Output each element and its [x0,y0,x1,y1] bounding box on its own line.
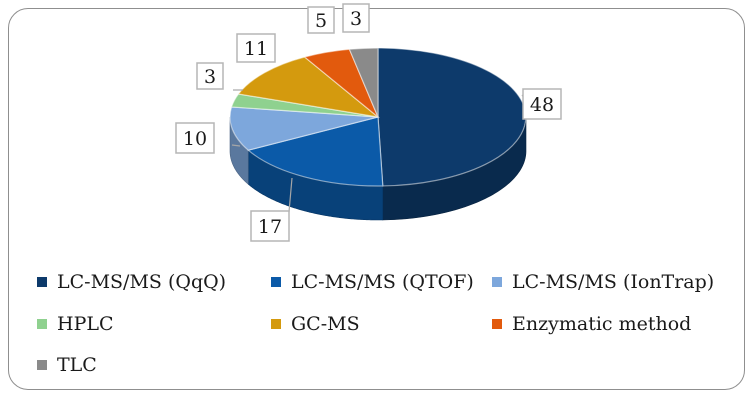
pie-slice-5 [237,56,381,118]
data-labels: 48 17 10 3 11 5 3 [175,3,562,242]
data-label-7: 3 [350,8,362,30]
data-label-box-2 [250,210,290,242]
data-label-2: 17 [258,216,282,238]
data-label-3: 10 [183,128,207,150]
data-label-5: 11 [244,38,268,60]
pie-slice-2 [246,116,384,187]
legend-swatch-6 [492,319,502,329]
data-label-box-1 [522,88,562,120]
data-label-box-7 [342,3,370,33]
pie-tops [229,47,527,187]
data-label-box-3 [175,122,215,154]
legend-label-2: LC-MS/MS (QTOF) [291,271,474,293]
legend-label-3: LC-MS/MS (IonTrap) [512,271,714,293]
legend-swatch-4 [37,319,47,329]
data-label-4: 3 [204,66,216,88]
legend-swatch-2 [271,277,281,287]
legend-label-6: Enzymatic method [512,313,691,335]
legend-swatch-5 [271,319,281,329]
legend: LC-MS/MS (QqQ) LC-MS/MS (QTOF) LC-MS/MS (I… [37,271,714,376]
label-leader-3 [231,144,241,147]
data-label-1: 48 [530,94,554,116]
legend-swatch-3 [492,277,502,287]
pie-slice-3 [229,106,379,151]
label-leader-2 [288,177,293,213]
legend-swatch-1 [37,277,47,287]
legend-label-4: HPLC [57,313,114,335]
data-label-box-5 [236,33,276,63]
legend-swatch-7 [37,360,47,370]
data-label-box-4 [196,62,224,90]
legend-label-5: GC-MS [291,313,360,335]
pie-slice-7 [348,47,379,118]
legend-label-7: TLC [57,354,97,376]
data-label-box-6 [307,6,335,34]
data-label-6: 5 [315,10,327,32]
legend-label-1: LC-MS/MS (QqQ) [57,271,226,293]
